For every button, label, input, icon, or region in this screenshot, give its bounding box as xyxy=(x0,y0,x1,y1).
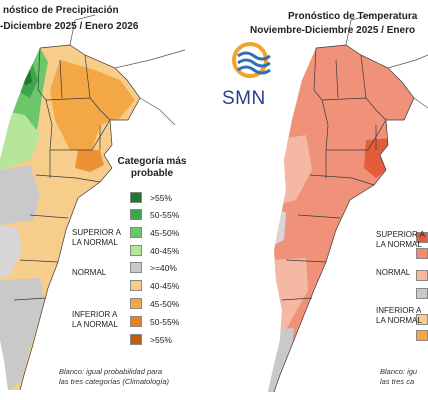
category-normal-west-region xyxy=(0,225,22,278)
legend-label: 40-45% xyxy=(150,280,180,291)
province-borders xyxy=(13,44,141,391)
legend-swatch xyxy=(130,334,142,345)
group-label-above-line1: SUPERIOR A xyxy=(72,228,121,237)
legend-label: 50-55% xyxy=(150,316,180,327)
legend-row: 50-55% xyxy=(130,209,179,220)
smn-logo-icon xyxy=(232,42,271,78)
category-normal-region xyxy=(0,165,40,225)
footnote-line2: las tres categorías (Climatología) xyxy=(59,377,170,386)
legend-swatch-box xyxy=(416,270,428,281)
legend-row: >55% xyxy=(130,192,172,203)
group-label-below-line2: LA NORMAL xyxy=(72,320,118,329)
legend-swatch xyxy=(130,209,142,220)
legend-row: 45-50% xyxy=(130,298,179,309)
legend-swatch xyxy=(416,330,428,341)
temperature-map xyxy=(232,14,428,393)
precipitation-map xyxy=(0,14,186,391)
legend-label: 40-45% xyxy=(150,245,180,256)
precipitation-forecast-panel: nóstico de Precipitación -Diciembre 2025… xyxy=(0,0,212,400)
legend-label: 50-55% xyxy=(150,209,180,220)
smn-logo-text: SMN xyxy=(222,88,266,109)
temp-normal-region xyxy=(268,328,294,392)
legend-swatch-box xyxy=(416,288,428,299)
legend-row: >=40% xyxy=(130,262,177,273)
legend-swatch xyxy=(130,227,142,238)
legend-title-line2: probable xyxy=(130,168,174,179)
neighbor-borders xyxy=(345,14,428,109)
map-title-line2: Noviembre-Diciembre 2025 / Enero xyxy=(250,25,416,36)
category-normal-south-region xyxy=(0,278,44,390)
footnote-line2: las tres ca xyxy=(380,377,415,386)
group-label-above-line1: SUPERIOR A xyxy=(376,230,425,239)
group-label-normal: NORMAL xyxy=(376,268,411,277)
legend-label: >55% xyxy=(150,192,172,203)
temperature-forecast-panel: Pronóstico de Temperatura Noviembre-Dici… xyxy=(216,0,428,400)
legend-label: >=40% xyxy=(150,262,177,273)
group-label-above-line2: LA NORMAL xyxy=(376,240,422,249)
legend-row: 50-55% xyxy=(130,316,179,327)
group-label-normal: NORMAL xyxy=(72,268,107,277)
map-title-line2: -Diciembre 2025 / Enero 2026 xyxy=(0,21,139,32)
legend-label: 45-50% xyxy=(150,227,180,238)
legend-row: >55% xyxy=(130,334,172,345)
footnote-line1: Blanco: igu xyxy=(380,367,418,376)
legend-label: >55% xyxy=(150,334,172,345)
legend-swatch xyxy=(416,270,428,281)
map-title-line1: Pronóstico de Temperatura xyxy=(288,11,418,22)
legend-row: 40-45% xyxy=(130,280,179,291)
legend-swatch xyxy=(130,280,142,291)
legend-swatch xyxy=(130,316,142,327)
legend-title-line1: Categoría más xyxy=(117,156,187,167)
group-label-below-line1: INFERIOR A xyxy=(376,306,422,315)
legend-row: 45-50% xyxy=(130,227,179,238)
neighbor-borders xyxy=(69,14,186,126)
legend-swatch xyxy=(130,245,142,256)
category-50-55-below-region xyxy=(75,150,104,172)
legend-swatch xyxy=(130,298,142,309)
legend-row: 40-45% xyxy=(130,245,179,256)
province-borders xyxy=(273,44,415,393)
legend-label: 45-50% xyxy=(150,298,180,309)
legend-swatch xyxy=(130,192,142,203)
legend-swatch xyxy=(416,288,428,299)
category-45-50-below-region xyxy=(50,60,135,150)
group-label-above-line2: LA NORMAL xyxy=(72,238,118,247)
group-label-below-line1: INFERIOR A xyxy=(72,310,118,319)
category-40-45-above-region xyxy=(0,110,40,170)
legend-swatch xyxy=(130,262,142,273)
legend-swatch-box xyxy=(416,330,428,341)
footnote-line1: Blanco: igual probabilidad para xyxy=(59,367,162,376)
group-label-below-line2: LA NORMAL xyxy=(376,316,422,325)
map-title-line1: nóstico de Precipitación xyxy=(3,5,119,16)
